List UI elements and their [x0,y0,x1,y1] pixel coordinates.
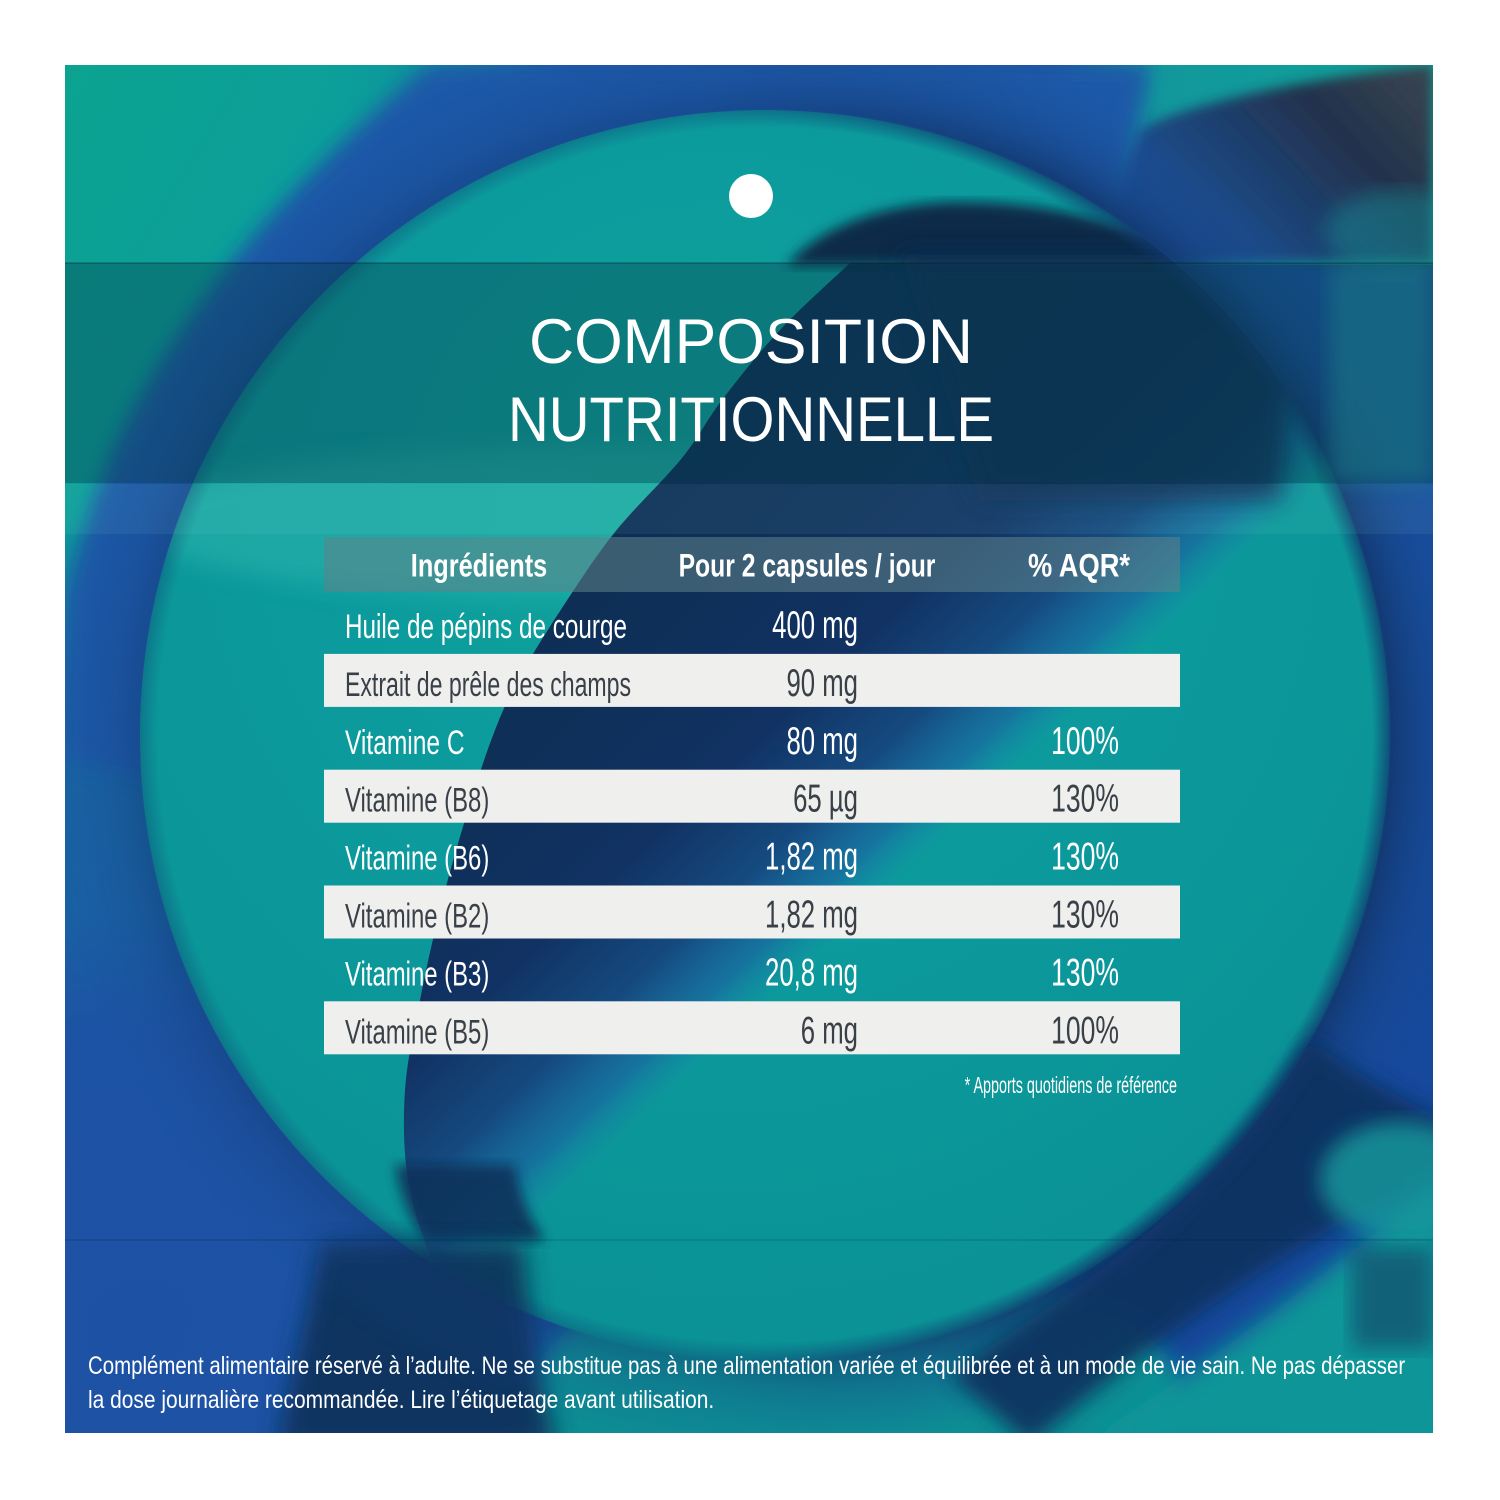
svg-text:6 mg: 6 mg [801,1009,858,1053]
svg-text:20,8 mg: 20,8 mg [765,951,858,995]
svg-text:1,82 mg: 1,82 mg [765,893,858,937]
svg-text:Vitamine (B8): Vitamine (B8) [345,782,489,820]
svg-text:130%: 130% [1051,894,1119,937]
svg-text:Ingrédients: Ingrédients [411,549,547,585]
svg-text:65 µg: 65 µg [793,777,858,821]
svg-text:Vitamine (B2): Vitamine (B2) [345,897,489,935]
svg-text:130%: 130% [1051,778,1119,821]
svg-text:Vitamine (B5): Vitamine (B5) [345,1013,489,1051]
svg-text:Vitamine (B6): Vitamine (B6) [345,840,489,878]
svg-text:% AQR*: % AQR* [1028,548,1130,584]
svg-text:Vitamine (B3): Vitamine (B3) [345,955,489,993]
svg-text:la dose journalière recommandé: la dose journalière recommandée. Lire l’… [88,1385,714,1413]
svg-text:1,82 mg: 1,82 mg [765,835,858,879]
svg-text:130%: 130% [1051,836,1119,879]
svg-text:130%: 130% [1051,951,1119,994]
svg-text:Vitamine C: Vitamine C [345,724,465,762]
svg-text:100%: 100% [1051,1009,1119,1052]
svg-text:Complément alimentaire réservé: Complément alimentaire réservé à l’adult… [88,1351,1405,1380]
svg-text:100%: 100% [1051,720,1119,763]
svg-text:NUTRITIONNELLE: NUTRITIONNELLE [508,384,994,455]
svg-text:* Apports quotidiens de référe: * Apports quotidiens de référence [965,1074,1177,1099]
svg-text:Pour 2 capsules / jour: Pour 2 capsules / jour [679,548,936,584]
svg-text:COMPOSITION: COMPOSITION [529,307,973,377]
svg-text:80 mg: 80 mg [786,720,858,764]
svg-text:400 mg: 400 mg [772,604,858,648]
svg-text:90 mg: 90 mg [786,662,858,706]
svg-text:Huile de pépins de courge: Huile de pépins de courge [345,608,627,646]
svg-text:Extrait de prêle des champs: Extrait de prêle des champs [345,667,631,704]
